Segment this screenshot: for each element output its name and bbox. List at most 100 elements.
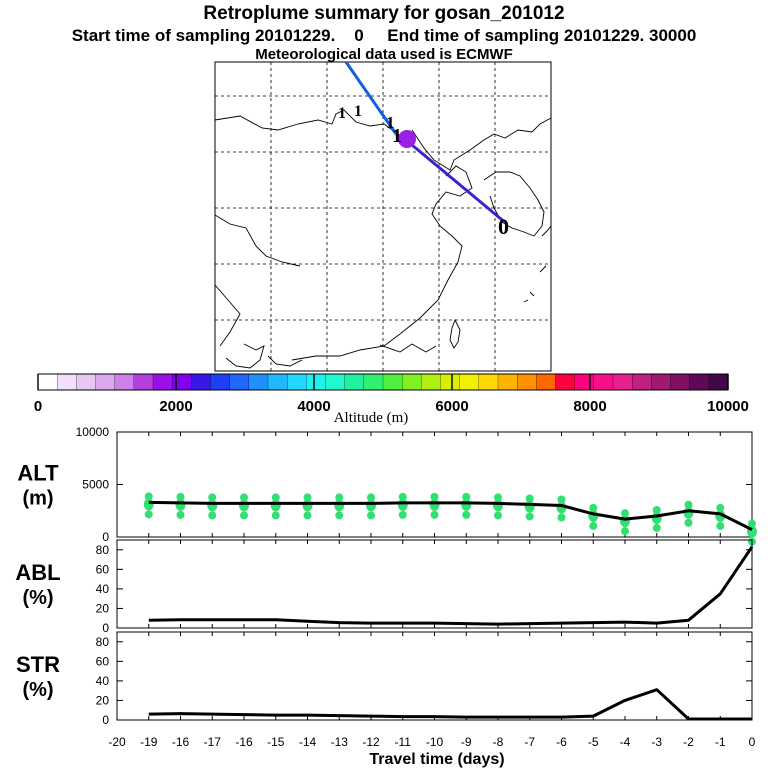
panel-frame bbox=[116, 631, 753, 721]
altitude-spread-marker bbox=[430, 510, 439, 519]
colorbar-cell bbox=[517, 373, 537, 391]
altitude-colorbar: 0 2000 4000 6000 8000 10000 Altitude (m) bbox=[34, 373, 749, 426]
colorbar-cell bbox=[555, 373, 576, 391]
panel-label: STR bbox=[16, 652, 60, 677]
colorbar-cell bbox=[363, 373, 384, 391]
altitude-spread-marker bbox=[176, 510, 185, 519]
day-label: 1 bbox=[338, 105, 346, 122]
altitude-spread-marker bbox=[302, 499, 313, 512]
y-tick-label: 40 bbox=[96, 582, 110, 596]
altitude-spread-marker bbox=[208, 511, 217, 520]
altitude-spread-marker bbox=[462, 510, 471, 519]
altitude-spread-marker bbox=[748, 519, 756, 528]
x-tick-label: -9 bbox=[461, 735, 472, 749]
colorbar-cell bbox=[421, 373, 442, 391]
plume-center-marker bbox=[398, 130, 416, 148]
colorbar-cell bbox=[689, 373, 710, 391]
altitude-spread-marker bbox=[144, 492, 153, 501]
x-tick-label: -11 bbox=[395, 735, 412, 749]
x-tick-label: -16 bbox=[235, 735, 253, 749]
x-tick-label: 0 bbox=[749, 735, 756, 749]
colorbar-cell bbox=[229, 373, 250, 391]
colorbar-cell bbox=[248, 373, 269, 391]
colorbar-cell bbox=[76, 373, 97, 391]
altitude-spread-marker bbox=[175, 498, 186, 511]
series-line-abl bbox=[148, 545, 754, 626]
x-axis-label: Travel time (days) bbox=[369, 751, 504, 768]
colorbar-tick-label: 10000 bbox=[707, 398, 749, 415]
y-tick-label: 0 bbox=[102, 713, 109, 727]
altitude-spread-marker bbox=[271, 511, 280, 520]
altitude-spread-marker bbox=[397, 498, 408, 511]
y-tick-label: 40 bbox=[96, 674, 110, 688]
altitude-spread-marker bbox=[525, 494, 534, 503]
altitude-spread-markers bbox=[143, 492, 757, 546]
x-tick-label: -1 bbox=[715, 735, 726, 749]
time-series-panels: 0500010000ALT(m)020406080ABL(%)020406080… bbox=[15, 425, 757, 749]
panel-alt: 0 5000 10000 ALT(m) bbox=[17, 425, 757, 546]
altitude-spread-marker bbox=[716, 521, 725, 530]
x-tick-label: -12 bbox=[362, 735, 380, 749]
colorbar-cell bbox=[306, 373, 327, 391]
panel-unit: (%) bbox=[22, 679, 53, 701]
colorbar-cell bbox=[344, 373, 365, 391]
y-tick-label: 10000 bbox=[76, 425, 110, 439]
x-tick-label: -17 bbox=[204, 735, 222, 749]
colorbar-cell bbox=[593, 373, 614, 391]
colorbar-tick-label: 2000 bbox=[159, 398, 192, 415]
colorbar-tick-label: 6000 bbox=[435, 398, 468, 415]
panel-frame bbox=[116, 539, 753, 629]
y-tick-label: 80 bbox=[96, 635, 110, 649]
x-tick-label: -15 bbox=[267, 735, 285, 749]
y-tick-label: 0 bbox=[102, 621, 109, 635]
colorbar-cell bbox=[670, 373, 691, 391]
x-tick-label: -5 bbox=[588, 735, 599, 749]
altitude-spread-marker bbox=[620, 515, 630, 528]
y-tick-label: 60 bbox=[96, 654, 110, 668]
altitude-spread-marker bbox=[684, 518, 693, 527]
y-tick-label: 20 bbox=[96, 693, 110, 707]
altitude-spread-marker bbox=[493, 499, 503, 512]
altitude-spread-marker bbox=[651, 512, 662, 524]
colorbar-cell bbox=[172, 373, 192, 391]
y-tick-label: 0 bbox=[102, 530, 109, 544]
y-tick-label: 80 bbox=[96, 543, 110, 557]
altitude-spread-marker bbox=[334, 499, 345, 512]
altitude-spread-marker bbox=[621, 509, 629, 518]
day-label: 1 bbox=[386, 113, 395, 132]
y-tick-label: 60 bbox=[96, 562, 110, 576]
x-tick-label: -19 bbox=[140, 735, 158, 749]
altitude-spread-marker bbox=[398, 492, 407, 501]
altitude-spread-marker bbox=[494, 493, 502, 502]
altitude-spread-marker bbox=[144, 510, 153, 519]
altitude-spread-marker bbox=[270, 499, 281, 512]
colorbar-cell bbox=[57, 373, 77, 391]
altitude-spread-marker bbox=[239, 499, 249, 512]
colorbar-cell bbox=[114, 373, 135, 391]
altitude-spread-marker bbox=[430, 492, 439, 501]
colorbar-cell bbox=[708, 373, 729, 391]
colorbar-cell bbox=[478, 373, 499, 391]
colorbar-cell bbox=[440, 373, 461, 391]
altitude-spread-marker bbox=[684, 500, 693, 509]
altitude-spread-marker bbox=[494, 511, 502, 520]
x-tick-label: -16 bbox=[172, 735, 190, 749]
altitude-spread-marker bbox=[462, 492, 471, 501]
trajectory: 1 1 1 1 0 bbox=[338, 61, 509, 239]
trajectory-segment-early bbox=[344, 61, 398, 135]
x-tick-label: -13 bbox=[331, 735, 349, 749]
panel-label: ABL bbox=[15, 560, 60, 585]
x-tick-label: -4 bbox=[620, 735, 631, 749]
colorbar-tick-label: 8000 bbox=[573, 398, 606, 415]
altitude-spread-marker bbox=[525, 512, 534, 521]
colorbar-cell bbox=[402, 373, 422, 391]
colorbar-cell bbox=[267, 373, 288, 391]
x-tick-label: -6 bbox=[556, 735, 567, 749]
altitude-spread-marker bbox=[366, 499, 376, 512]
trajectory-segment-late bbox=[395, 132, 508, 226]
altitude-spread-marker bbox=[716, 503, 725, 512]
y-tick-label: 5000 bbox=[82, 478, 109, 492]
colorbar-cell bbox=[382, 373, 403, 391]
altitude-spread-marker bbox=[367, 511, 375, 520]
